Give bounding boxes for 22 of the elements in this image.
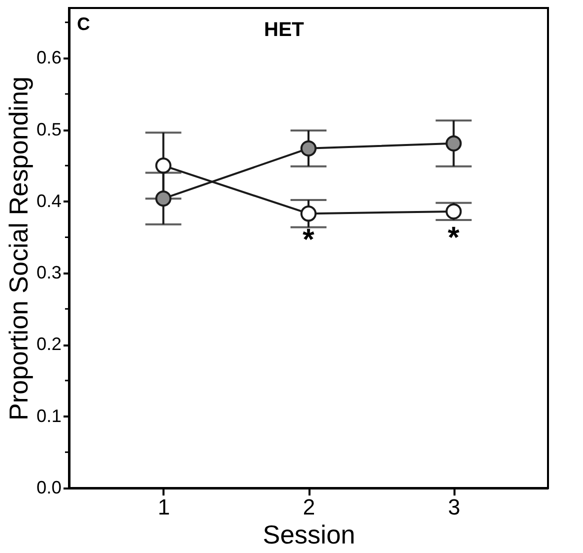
x-axis-title: Session [262,520,356,550]
point [155,158,172,174]
point [300,206,317,222]
y-tick-label: 0.4 [36,190,62,211]
y-tick-label: 0.3 [36,262,62,283]
y-tick-label: 0.6 [36,48,62,68]
x-tick-label: 3 [448,494,460,520]
x-tick-label: 1 [158,494,170,520]
text: HET [264,19,304,41]
annotation: * [302,224,315,257]
point [446,135,462,152]
x-tick-label: 2 [302,494,316,520]
y-tick-label: 0.0 [36,478,62,498]
y-tick-label: 0.1 [36,406,62,426]
y-axis-title: Proportion Social Responding [3,76,34,420]
point [155,190,172,207]
y-tick-label: 0.5 [36,119,62,140]
point [300,140,317,156]
annotation: C [77,14,90,34]
y-tick-label: 0.2 [36,334,62,354]
point [446,203,462,220]
annotation: * [448,221,460,254]
